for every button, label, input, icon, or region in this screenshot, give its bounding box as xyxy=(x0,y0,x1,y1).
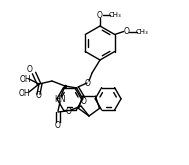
Text: CH₃: CH₃ xyxy=(109,12,121,18)
Text: CH₃: CH₃ xyxy=(135,29,148,34)
Text: O: O xyxy=(97,11,103,19)
Text: O: O xyxy=(124,27,130,36)
Text: HN: HN xyxy=(54,95,66,103)
Text: OH: OH xyxy=(18,88,30,98)
Text: O: O xyxy=(55,120,61,130)
Text: O: O xyxy=(27,66,33,75)
Text: O: O xyxy=(36,92,42,100)
Text: O: O xyxy=(85,79,91,87)
Text: O: O xyxy=(66,106,72,115)
Text: OH: OH xyxy=(19,75,31,83)
Text: O: O xyxy=(81,97,87,105)
